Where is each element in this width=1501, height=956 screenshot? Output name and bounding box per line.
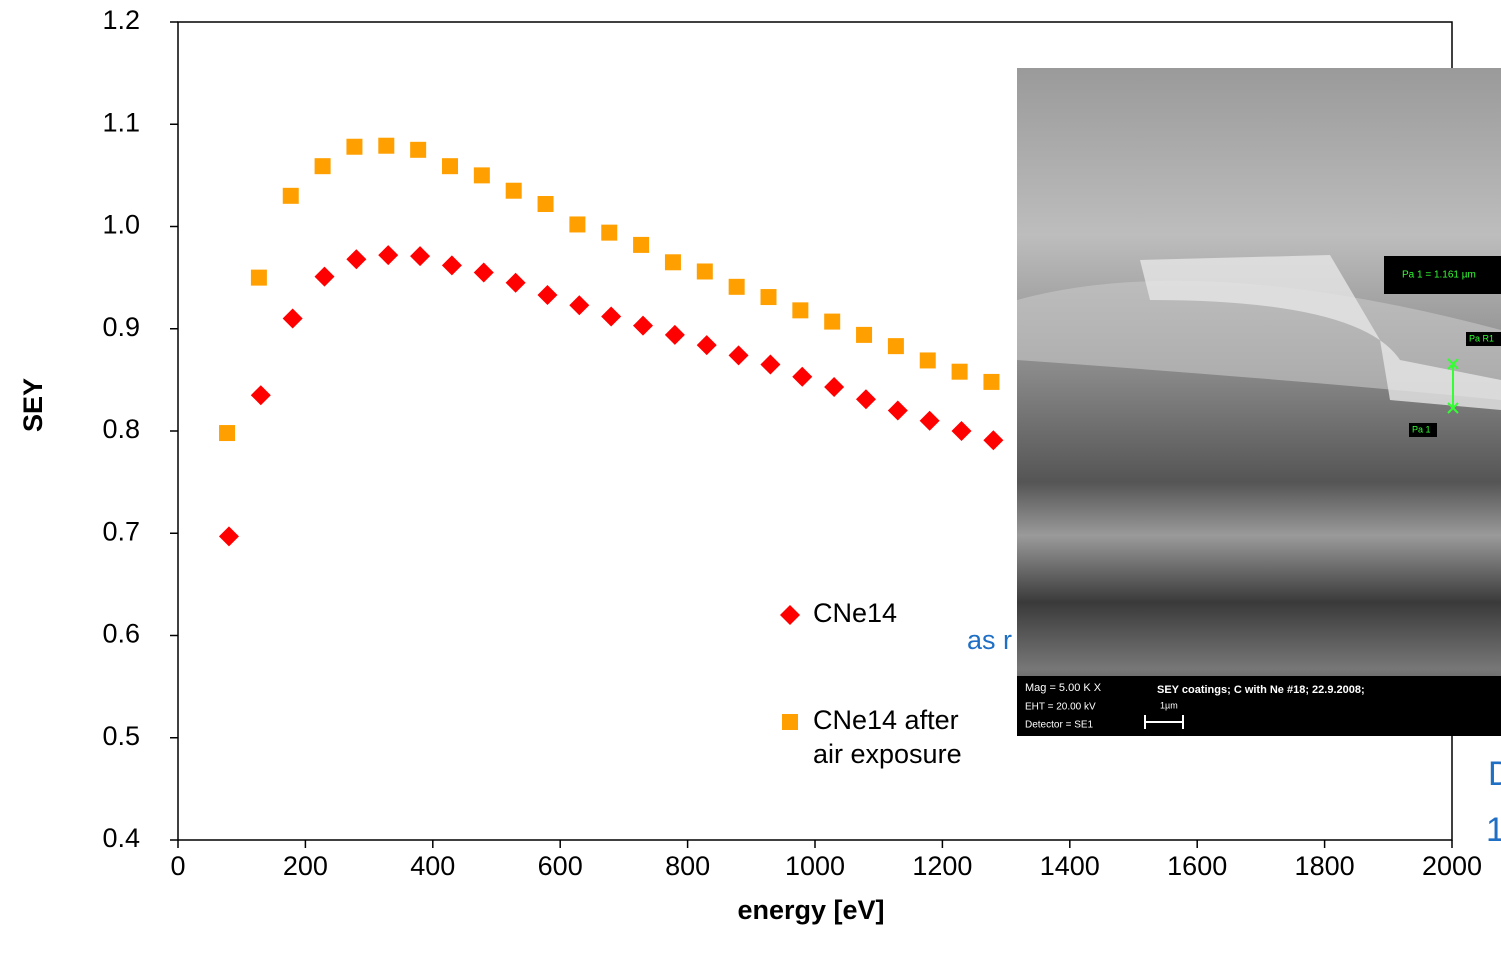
y-tick-label: 0.7 xyxy=(102,516,140,546)
data-point xyxy=(505,272,526,293)
data-point xyxy=(218,526,239,547)
data-point xyxy=(378,245,399,266)
annotation: 1 xyxy=(1486,811,1501,849)
sem-text: Detector = SE1 xyxy=(1025,720,1094,731)
data-point xyxy=(314,158,331,175)
data-point xyxy=(919,352,936,369)
data-point xyxy=(728,345,749,366)
sem-text: Mag = 5.00 K X xyxy=(1025,682,1102,694)
sem-film xyxy=(1140,255,1501,410)
data-point xyxy=(664,324,685,345)
sem-text: Pa 1 xyxy=(1412,424,1431,434)
data-point xyxy=(792,366,813,387)
sem-image: Mag = 5.00 K X EHT = 20.00 kV Detector =… xyxy=(1017,68,1501,736)
data-point xyxy=(887,400,908,421)
annotation: D xyxy=(1488,755,1501,793)
x-tick-label: 200 xyxy=(283,851,328,881)
sem-infobar xyxy=(1017,676,1501,736)
data-point xyxy=(250,269,267,286)
data-point xyxy=(983,430,1004,451)
data-point xyxy=(633,315,654,336)
data-point xyxy=(473,167,490,184)
y-tick-label: 0.6 xyxy=(102,619,140,649)
data-point xyxy=(569,295,590,316)
data-point xyxy=(633,236,650,253)
x-tick-label: 1600 xyxy=(1167,851,1227,881)
x-tick-label: 1400 xyxy=(1040,851,1100,881)
sem-scalebar xyxy=(1144,715,1184,729)
data-point xyxy=(855,389,876,410)
sem-label-box xyxy=(1466,332,1501,346)
legend-label: CNe14 xyxy=(813,598,897,628)
data-point xyxy=(983,373,1000,390)
y-tick-label: 0.5 xyxy=(102,721,140,751)
data-point xyxy=(951,421,972,441)
sem-text: Pa R1 xyxy=(1469,333,1494,343)
data-point xyxy=(378,137,395,154)
sem-text: Pa 1 = 1.161 µm xyxy=(1402,270,1476,281)
x-tick-label: 600 xyxy=(538,851,583,881)
data-point xyxy=(282,187,299,204)
data-point xyxy=(696,335,717,356)
sem-text: EHT = 20.00 kV xyxy=(1025,702,1096,713)
y-tick-label: 1.1 xyxy=(102,107,140,137)
sem-layer xyxy=(1017,280,1501,400)
sem-text: SEY coatings; C with Ne #18; 22.9.2008; xyxy=(1157,684,1365,696)
data-point xyxy=(760,289,777,306)
data-point xyxy=(537,196,554,213)
data-point xyxy=(601,224,618,241)
y-tick-label: 0.8 xyxy=(102,414,140,444)
x-axis-label: energy [eV] xyxy=(737,895,884,925)
x-tick-label: 2000 xyxy=(1422,851,1482,881)
y-tick-label: 1.2 xyxy=(102,5,140,35)
data-point xyxy=(569,216,586,233)
data-point xyxy=(824,377,845,398)
data-point xyxy=(441,255,462,276)
data-point xyxy=(760,354,781,375)
data-point xyxy=(696,263,713,280)
legend-marker xyxy=(782,714,798,730)
data-point xyxy=(951,363,968,380)
data-point xyxy=(410,141,427,158)
sem-measure xyxy=(1447,358,1459,414)
sem-label-box xyxy=(1409,423,1437,437)
data-point xyxy=(919,410,940,431)
x-tick-label: 1000 xyxy=(785,851,845,881)
data-point xyxy=(824,313,841,330)
y-tick-label: 0.4 xyxy=(102,823,140,853)
data-point xyxy=(282,308,303,329)
data-point xyxy=(473,262,494,283)
y-tick-label: 1.0 xyxy=(102,210,140,240)
x-tick-label: 800 xyxy=(665,851,710,881)
legend-marker xyxy=(780,605,800,625)
data-point xyxy=(664,254,681,271)
sem-text: 1µm xyxy=(1160,700,1178,710)
y-tick-label: 0.9 xyxy=(102,312,140,342)
data-point xyxy=(728,278,745,295)
annotation: as r xyxy=(967,625,1012,655)
data-point xyxy=(219,425,236,442)
data-point xyxy=(601,306,622,327)
data-point xyxy=(250,385,271,406)
data-point xyxy=(537,285,558,306)
x-tick-label: 400 xyxy=(410,851,455,881)
plot-layer: 0.4 0.5 0.6 0.7 0.8 0.9 1.0 1.1 1.2 0 200 400 600 800… xyxy=(102,5,1482,881)
data-point xyxy=(887,338,904,355)
data-point xyxy=(410,246,431,267)
x-tick-label: 0 xyxy=(170,851,185,881)
sem-label-box xyxy=(1384,256,1501,294)
data-point xyxy=(314,266,335,287)
data-point xyxy=(505,182,522,199)
data-point xyxy=(856,326,873,343)
data-point xyxy=(346,138,363,155)
x-tick-label: 1200 xyxy=(912,851,972,881)
data-point xyxy=(441,158,458,175)
y-axis-label: SEY xyxy=(18,378,48,432)
x-tick-label: 1800 xyxy=(1295,851,1355,881)
data-point xyxy=(346,249,367,270)
legend-label: CNe14 after air exposure xyxy=(813,705,962,769)
data-point xyxy=(792,302,809,319)
